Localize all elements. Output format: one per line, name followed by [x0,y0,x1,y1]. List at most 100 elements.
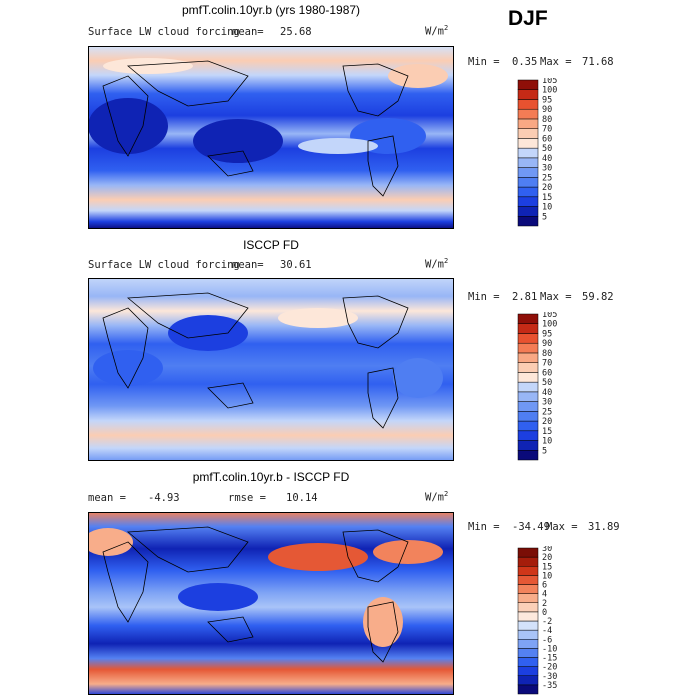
panel-2-title: ISCCP FD [243,238,299,252]
map-1-coast-north-america [342,63,409,117]
colorbar-3-swatch [517,547,539,558]
colorbar-3-tick-label: 6 [542,581,547,591]
colorbar-3-tick-label: 15 [542,562,552,572]
map-2-blob [93,350,163,386]
panel-3-min-value: -34.49 [512,521,550,533]
panel-1-min-label: Min = [468,56,500,68]
colorbar-2-tick-label: 40 [542,388,552,398]
colorbar-3-swatch [517,648,539,658]
colorbar-1-swatch [517,147,539,159]
map-3-coast-north-america [342,529,409,583]
map-3-coast-africa [102,541,149,623]
season-label: DJF [508,7,548,30]
colorbar-1-swatch [517,118,539,129]
colorbar-1-swatch [517,99,539,110]
colorbar-3-swatch [517,684,539,695]
map-2-coast-africa [102,307,149,389]
map-2-blob [393,358,443,398]
colorbar-3-swatch [517,556,539,567]
colorbar-1-tick-label: 100 [542,86,557,96]
colorbar-3-swatch [517,629,539,640]
map-3-blob [268,543,368,571]
colorbar-2-tick-label: 60 [542,368,552,378]
colorbar-1-swatch [517,108,539,120]
map-3-frame [88,512,454,695]
colorbar-1-tick-label: 90 [542,105,552,115]
map-2-blobs [93,308,443,398]
colorbar-1-swatch [517,167,539,178]
colorbar-1-swatch [517,79,539,90]
colorbar-1-swatch [517,216,539,227]
map-1-coast-australia [207,150,254,177]
colorbar-1-swatch [517,89,539,100]
panel-2-units: W/m2 [425,257,449,271]
colorbar-1-tick-label: 70 [542,125,552,135]
colorbar-3-swatch [517,575,539,585]
map-1-blob [193,119,283,163]
panel-3-units: W/m2 [425,490,449,504]
map-3-coast-south-america [367,601,399,663]
colorbar-3-tick-label: -20 [542,663,557,673]
colorbar-2-swatch [517,420,539,432]
colorbar-2-tick-label: 80 [542,349,552,359]
colorbar-3-tick-label: 2 [542,599,547,609]
colorbar-2-tick-label: 5 [542,446,547,456]
colorbar-3-tick-label: -10 [542,644,557,654]
panel-1-title: pmfT.colin.10yr.b (yrs 1980-1987) [181,3,361,17]
colorbar-1-tick-label: 25 [542,173,552,183]
map-3-field [88,512,454,695]
colorbar-1-tick-label: 30 [542,164,552,174]
colorbar-2-swatch [517,411,539,422]
panel-3-mean-value: -4.93 [148,492,180,504]
panel-1-max-value: 71.68 [582,56,614,68]
colorbar-2-swatch [517,333,539,344]
colorbar-3-tick-label: 30 [542,546,552,554]
map-3-coast-eurasia [126,526,249,573]
map-2-coast-south-america [367,367,399,429]
panel-3-rmse-value: 10.14 [286,492,318,504]
colorbar-3-tick-label: 20 [542,553,552,563]
map-1-frame [88,46,454,229]
colorbar-3-swatch [517,620,539,631]
map-1-blob [103,58,193,74]
colorbar-2-swatch [517,313,539,324]
panel-3-rmse-label: rmse = [228,492,266,504]
colorbar-3-tick-label: -2 [542,617,552,627]
colorbar-1-swatch [517,138,539,149]
colorbar-3-tick-label: 4 [542,590,547,600]
colorbar-3-swatch [517,593,539,603]
map-2-coast-north-america [342,295,409,349]
colorbar-2-swatch [517,440,539,451]
colorbar-2-swatch [517,342,539,354]
panel-2-mean-value: 30.61 [280,259,312,271]
panel-1-min-value: 0.35 [512,56,538,68]
colorbar-1-swatch [517,206,539,217]
map-2 [88,278,454,461]
colorbar-1-tick-label: 15 [542,193,552,203]
colorbar-3-tick-label: -15 [542,654,557,664]
colorbar-1-swatch [517,128,539,139]
colorbar-2-tick-label: 70 [542,359,552,369]
colorbar-2-swatch [517,362,539,373]
map-1-coastlines [102,60,409,197]
colorbar-1-swatch [517,157,539,168]
colorbar-3-swatch [517,675,539,686]
colorbar-1-tick-label: 50 [542,144,552,154]
map-2-coastlines [102,292,409,429]
map-2-coast-eurasia [126,292,249,339]
panel-3-mean-label: mean = [88,492,126,504]
panel-1-max-label: Max = [540,56,572,68]
panel-2-mean-label: mean= [232,259,264,271]
colorbar-2-tick-label: 50 [542,378,552,388]
panel-1-units: W/m2 [425,24,449,38]
colorbar-1-swatch [517,186,539,198]
colorbar-3: -35-30-20-15-10-6-4-202461015203035 [517,546,557,695]
panel-2-min-label: Min = [468,291,500,303]
map-1-coast-south-america [367,135,399,197]
map-3-blob [88,528,133,556]
panel-2-max-label: Max = [540,291,572,303]
colorbar-2-tick-label: 20 [542,417,552,427]
map-3-blob [178,583,258,611]
